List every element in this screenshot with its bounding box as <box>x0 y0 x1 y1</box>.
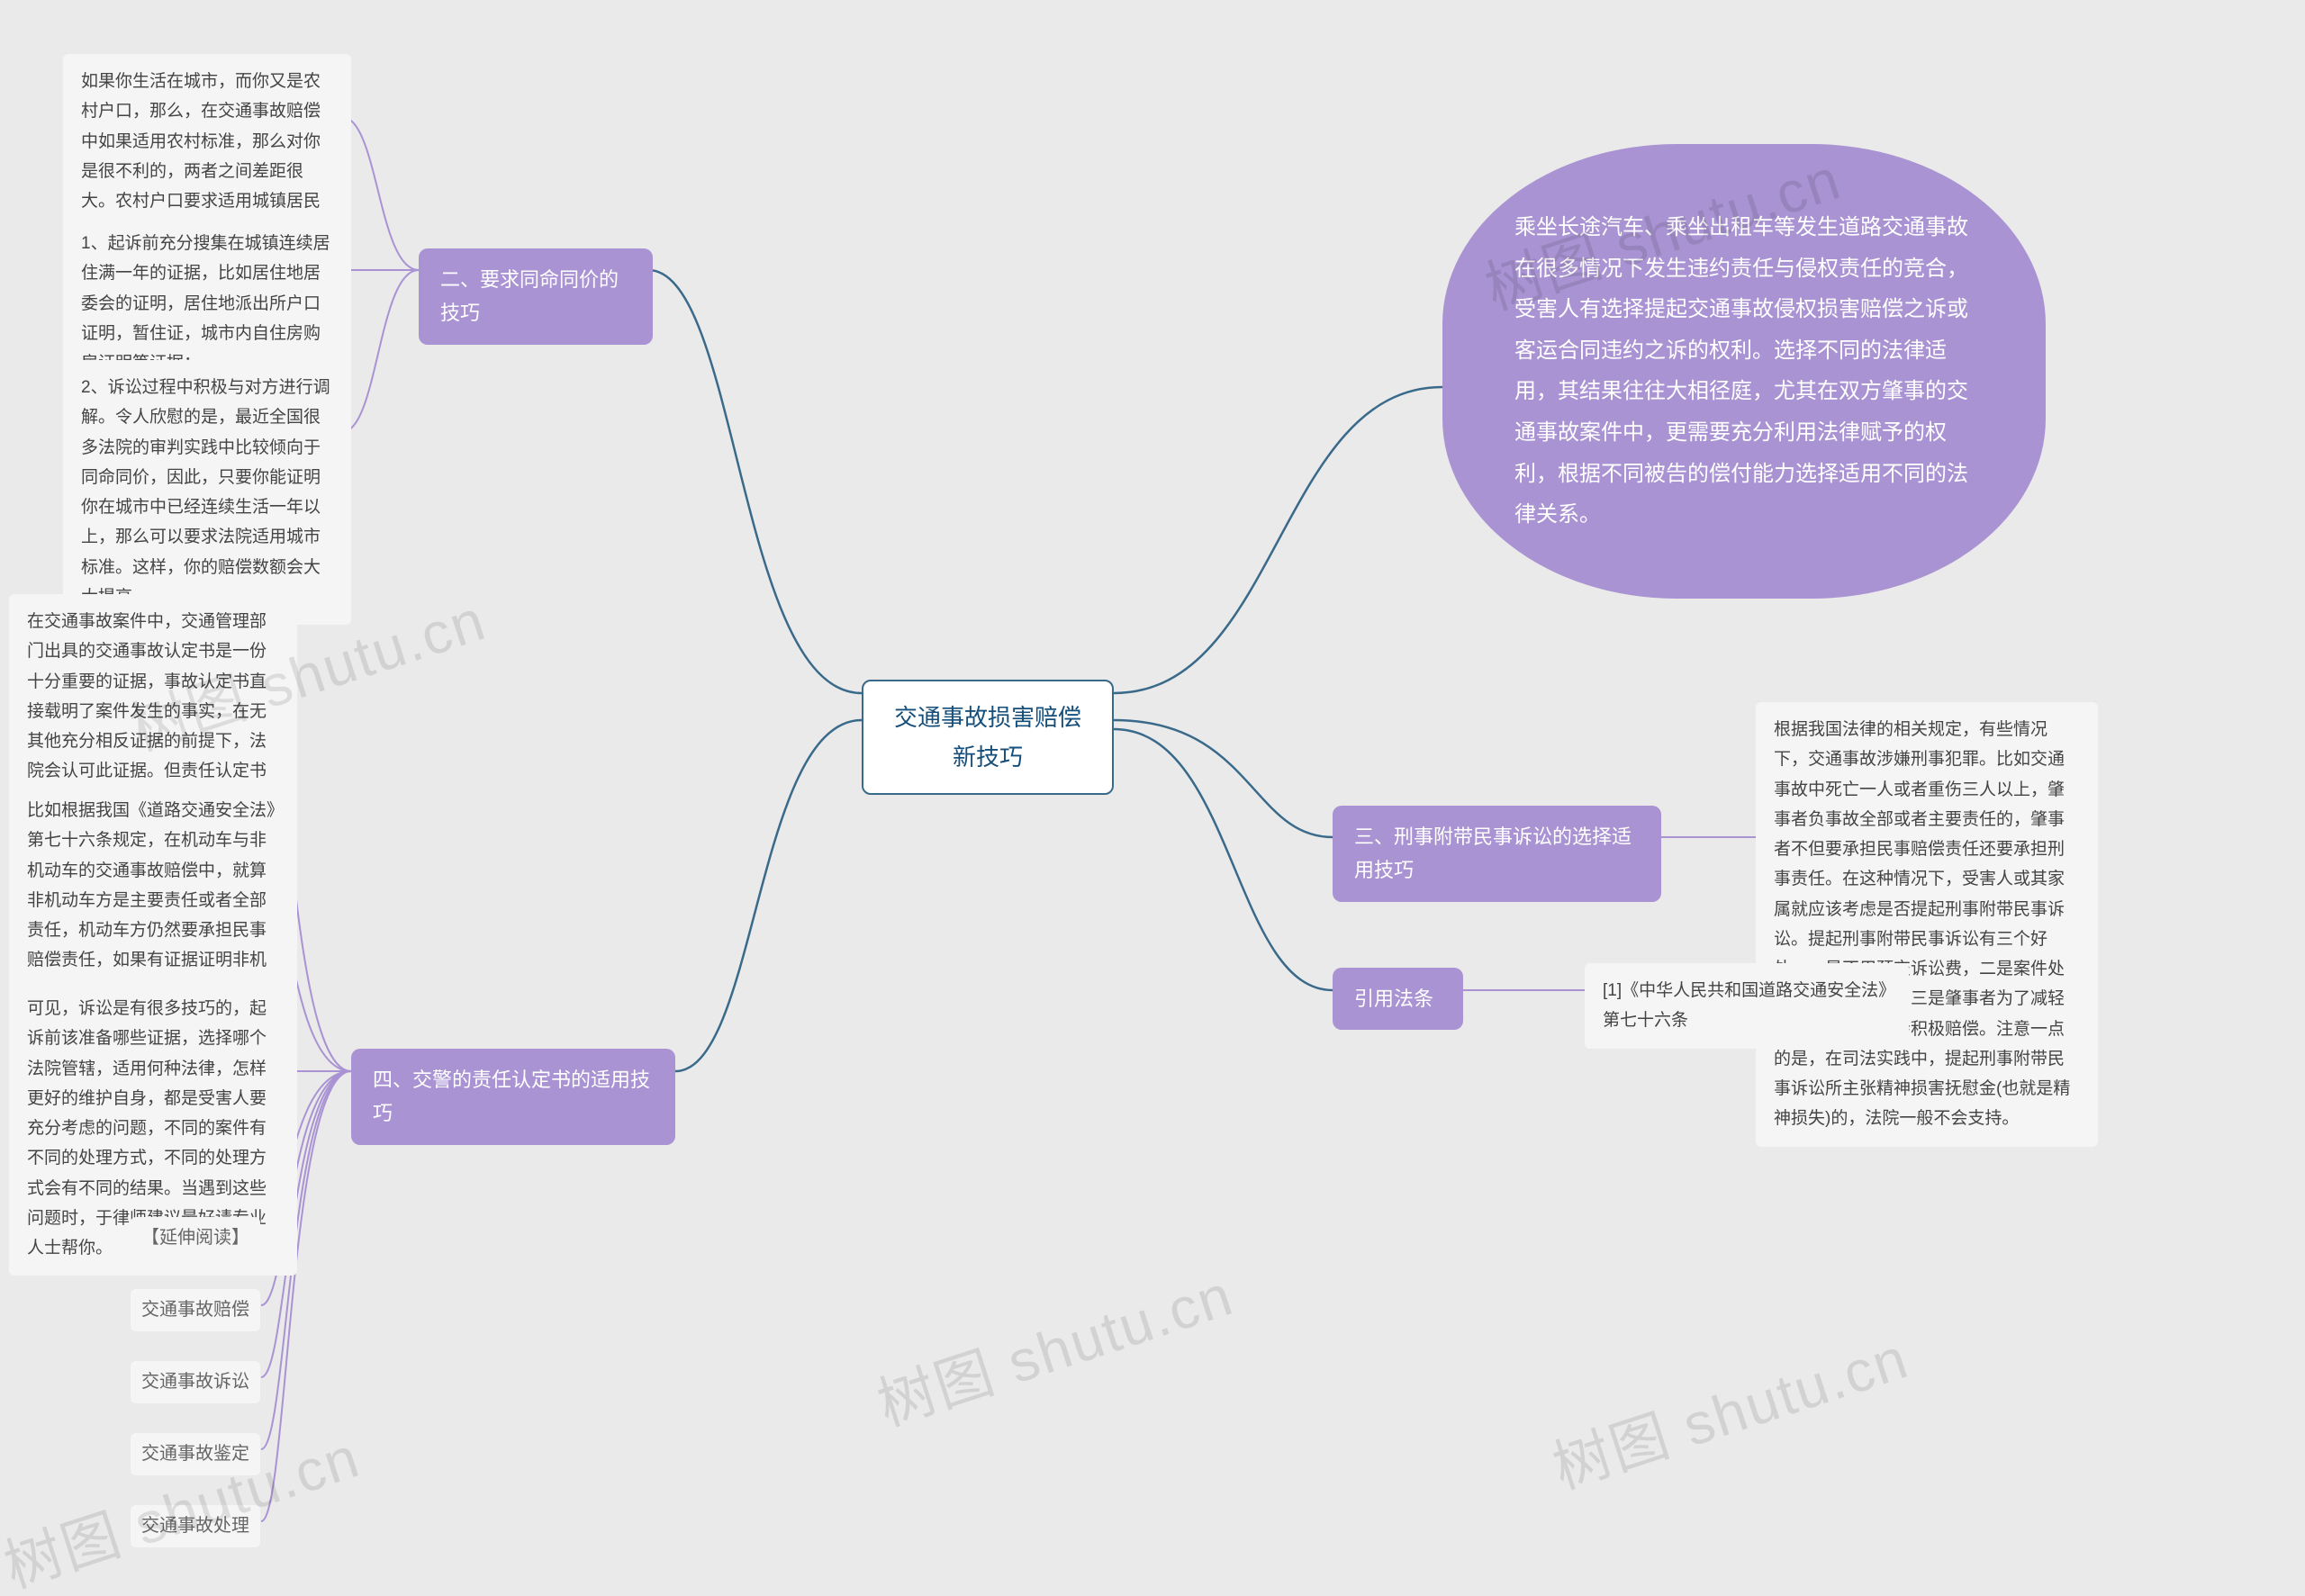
branch-3-leaf: 根据我国法律的相关规定，有些情况下，交通事故涉嫌刑事犯罪。比如交通事故中死亡一人… <box>1756 702 2098 1147</box>
branch-4-extend-label: 【延伸阅读】 <box>131 1217 260 1259</box>
center-node[interactable]: 交通事故损害赔偿新技巧 <box>862 680 1114 795</box>
branch-4-extend-1[interactable]: 交通事故诉讼 <box>131 1361 260 1403</box>
branch-4-extend-2[interactable]: 交通事故鉴定 <box>131 1433 260 1475</box>
branch-5[interactable]: 引用法条 <box>1333 968 1463 1030</box>
branch-2[interactable]: 二、要求同命同价的技巧 <box>419 248 653 345</box>
bubble-intro[interactable]: 乘坐长途汽车、乘坐出租车等发生道路交通事故在很多情况下发生违约责任与侵权责任的竞… <box>1442 144 2046 599</box>
branch-4[interactable]: 四、交警的责任认定书的适用技巧 <box>351 1049 675 1145</box>
branch-4-extend-0[interactable]: 交通事故赔偿 <box>131 1289 260 1331</box>
branch-3[interactable]: 三、刑事附带民事诉讼的选择适用技巧 <box>1333 806 1661 902</box>
branch-4-extend-3[interactable]: 交通事故处理 <box>131 1505 260 1547</box>
branch-2-leaf-2: 2、诉讼过程中积极与对方进行调解。令人欣慰的是，最近全国很多法院的审判实践中比较… <box>63 360 351 625</box>
branch-5-leaf: [1]《中华人民共和国道路交通安全法》第七十六条 <box>1585 963 1909 1049</box>
